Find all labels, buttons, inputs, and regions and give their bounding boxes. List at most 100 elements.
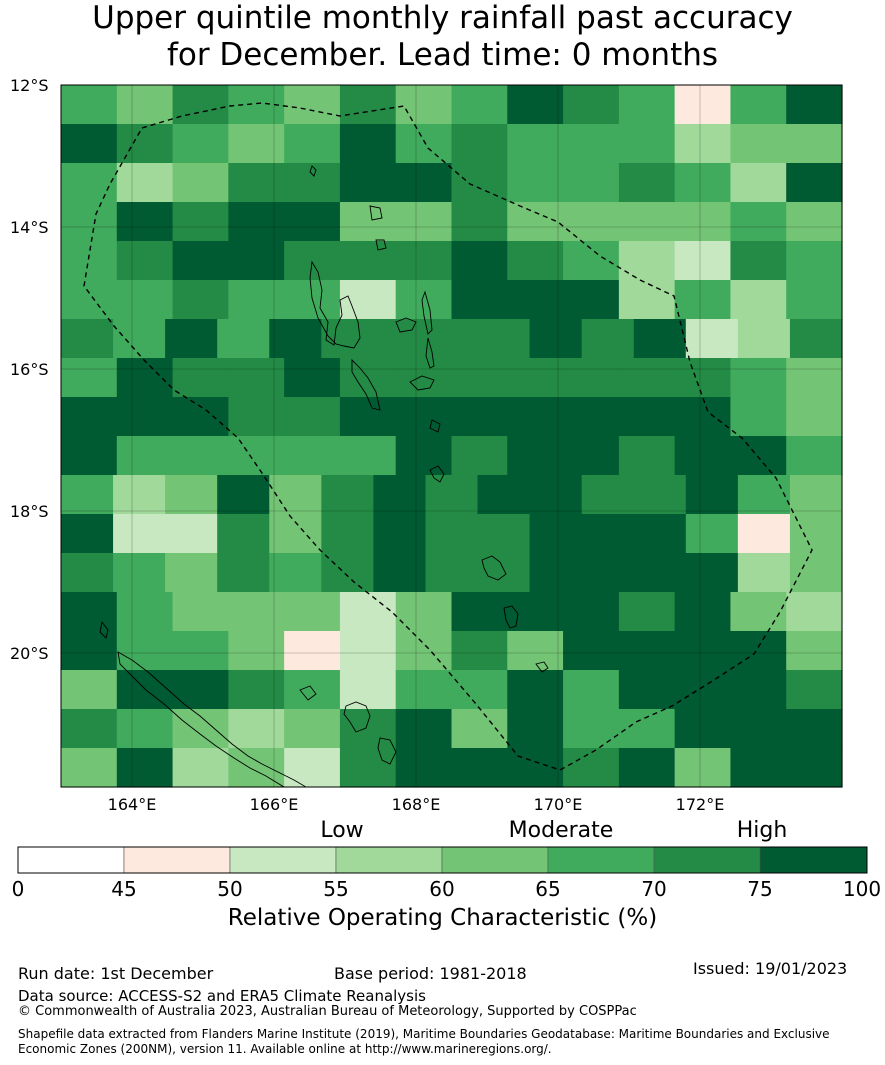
grid-cell [563, 202, 620, 242]
grid-cell [789, 553, 843, 593]
grid-cell [730, 592, 787, 632]
grid-cell [674, 631, 732, 671]
grid-cell [339, 397, 397, 437]
north-islets [99, 165, 387, 701]
colorbar-segment [229, 846, 337, 874]
grid-cell [685, 319, 739, 359]
lat-label-14s: 14°S [10, 218, 49, 237]
grid-cell [451, 436, 508, 476]
grid-cell [786, 397, 843, 437]
grid-cell [61, 709, 118, 749]
grid-cell [674, 592, 732, 632]
colorbar-segment [547, 846, 655, 874]
grid-cell [395, 202, 453, 242]
grid-cell [618, 280, 676, 320]
grid-cell [61, 319, 114, 359]
grid-cell [228, 748, 285, 788]
grid-cell [507, 241, 564, 281]
colorbar-segment [759, 846, 868, 874]
efate-island [429, 465, 445, 483]
grid-cell [730, 241, 787, 281]
colorbar [17, 846, 868, 874]
grid-cell [618, 592, 676, 632]
colorbar-tick-60: 60 [429, 877, 455, 901]
grid-cell [321, 514, 374, 554]
grid-cell [477, 475, 531, 515]
grid-cell [674, 670, 732, 710]
colorbar-tick-65: 65 [535, 877, 561, 901]
grid-cell [789, 475, 843, 515]
grid-cell [172, 358, 229, 398]
grid-cell [451, 163, 508, 203]
grid-cell [674, 85, 732, 125]
lat-label-18s: 18°S [10, 502, 49, 521]
grid-cell [395, 358, 453, 398]
grid-cell [737, 475, 791, 515]
grid-cell [563, 358, 620, 398]
grid-cell [730, 358, 787, 398]
grid-cell [737, 553, 791, 593]
grid-cell [507, 124, 564, 164]
grid-cell [730, 163, 787, 203]
grid-cell [269, 319, 322, 359]
grid-cell [284, 709, 341, 749]
grid-cell [507, 85, 564, 125]
grid-cell [685, 475, 739, 515]
grid-cell [633, 514, 687, 554]
grid-cell [674, 124, 732, 164]
grid-cell [172, 85, 229, 125]
espiritu-santo-island [309, 260, 361, 349]
coastlines [99, 165, 549, 788]
grid-cell [61, 670, 118, 710]
grid-cell [269, 514, 322, 554]
grid-cell [228, 124, 285, 164]
grid-cell [61, 397, 118, 437]
grid-cell [633, 475, 687, 515]
grid-cell [165, 319, 218, 359]
grid-cell [685, 553, 739, 593]
colorbar-tick-75: 75 [747, 877, 773, 901]
grid-cell [563, 163, 620, 203]
grid-cell [172, 280, 229, 320]
grid-cell [339, 124, 397, 164]
grid-cell [61, 85, 118, 125]
grid-cell [228, 202, 285, 242]
grid-cell [786, 358, 843, 398]
grid-cell [730, 709, 787, 749]
data-source: Data source: ACCESS-S2 and ERA5 Climate … [18, 987, 426, 1005]
grid-cell [116, 670, 174, 710]
grid-cell [61, 202, 118, 242]
grid-cell [618, 124, 676, 164]
grid-cell [507, 202, 564, 242]
grid-cell [786, 202, 843, 242]
grid-cell [786, 124, 843, 164]
ambae-island [395, 317, 417, 333]
lon-label-170e: 170°E [533, 795, 583, 814]
grid-cell [165, 475, 218, 515]
grid-cell [116, 280, 174, 320]
grid-cell [395, 670, 453, 710]
grid-cell [529, 514, 583, 554]
grid-cell [113, 319, 166, 359]
grid-cell [269, 553, 322, 593]
colorbar-tick-0: 0 [11, 877, 25, 901]
colorbar-tick-70: 70 [641, 877, 667, 901]
grid-cell [563, 397, 620, 437]
grid-cell [581, 553, 635, 593]
grid-cell [789, 514, 843, 554]
grid-cell [116, 709, 174, 749]
category-moderate: Moderate [508, 818, 614, 843]
grid-cell [339, 202, 397, 242]
grid-cell [563, 670, 620, 710]
grid-cell [321, 319, 374, 359]
grid-cell [451, 241, 508, 281]
map-frame [60, 84, 843, 788]
grid-cell [116, 241, 174, 281]
pentecost-island [425, 337, 435, 369]
malakula-island [351, 358, 381, 411]
grid-cell [786, 436, 843, 476]
grid-cell [451, 709, 508, 749]
grid-cell [618, 241, 676, 281]
grid-cell [786, 670, 843, 710]
grid-cell [61, 241, 118, 281]
